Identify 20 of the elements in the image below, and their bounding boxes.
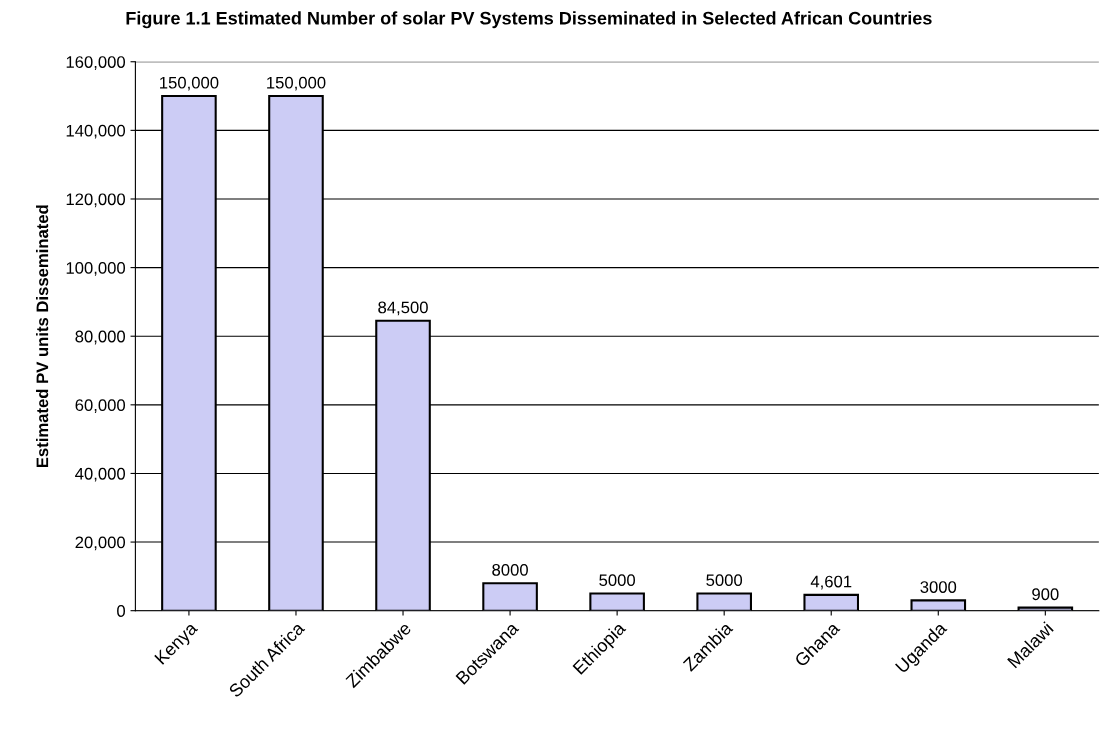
y-tick-label: 160,000	[66, 56, 126, 70]
y-tick-label: 0	[117, 605, 126, 617]
y-tick-label: 80,000	[75, 330, 126, 345]
y-axis-title: Estimated PV units Disseminated	[36, 205, 49, 468]
data-label: 5000	[599, 574, 636, 587]
chart-title: Figure 1.1 Estimated Number of solar PV Systems Disseminated in Selected African Countries	[126, 11, 932, 29]
y-tick-label: 20,000	[75, 536, 126, 551]
data-label: 4,601	[810, 575, 852, 590]
y-tick-label: 100,000	[66, 262, 126, 276]
y-tick-label: 140,000	[66, 124, 126, 139]
y-tick-label: 40,000	[75, 467, 126, 482]
data-label: 150,000	[160, 76, 219, 91]
y-tick-label: 60,000	[75, 399, 126, 413]
data-label: 3000	[920, 581, 957, 593]
data-label: 8000	[492, 563, 528, 576]
data-label: 84,500	[378, 301, 428, 316]
data-label: 5000	[706, 574, 743, 587]
y-tick-label: 120,000	[66, 193, 126, 208]
data-label: 900	[1032, 588, 1059, 601]
data-label: 150,000	[267, 76, 326, 91]
